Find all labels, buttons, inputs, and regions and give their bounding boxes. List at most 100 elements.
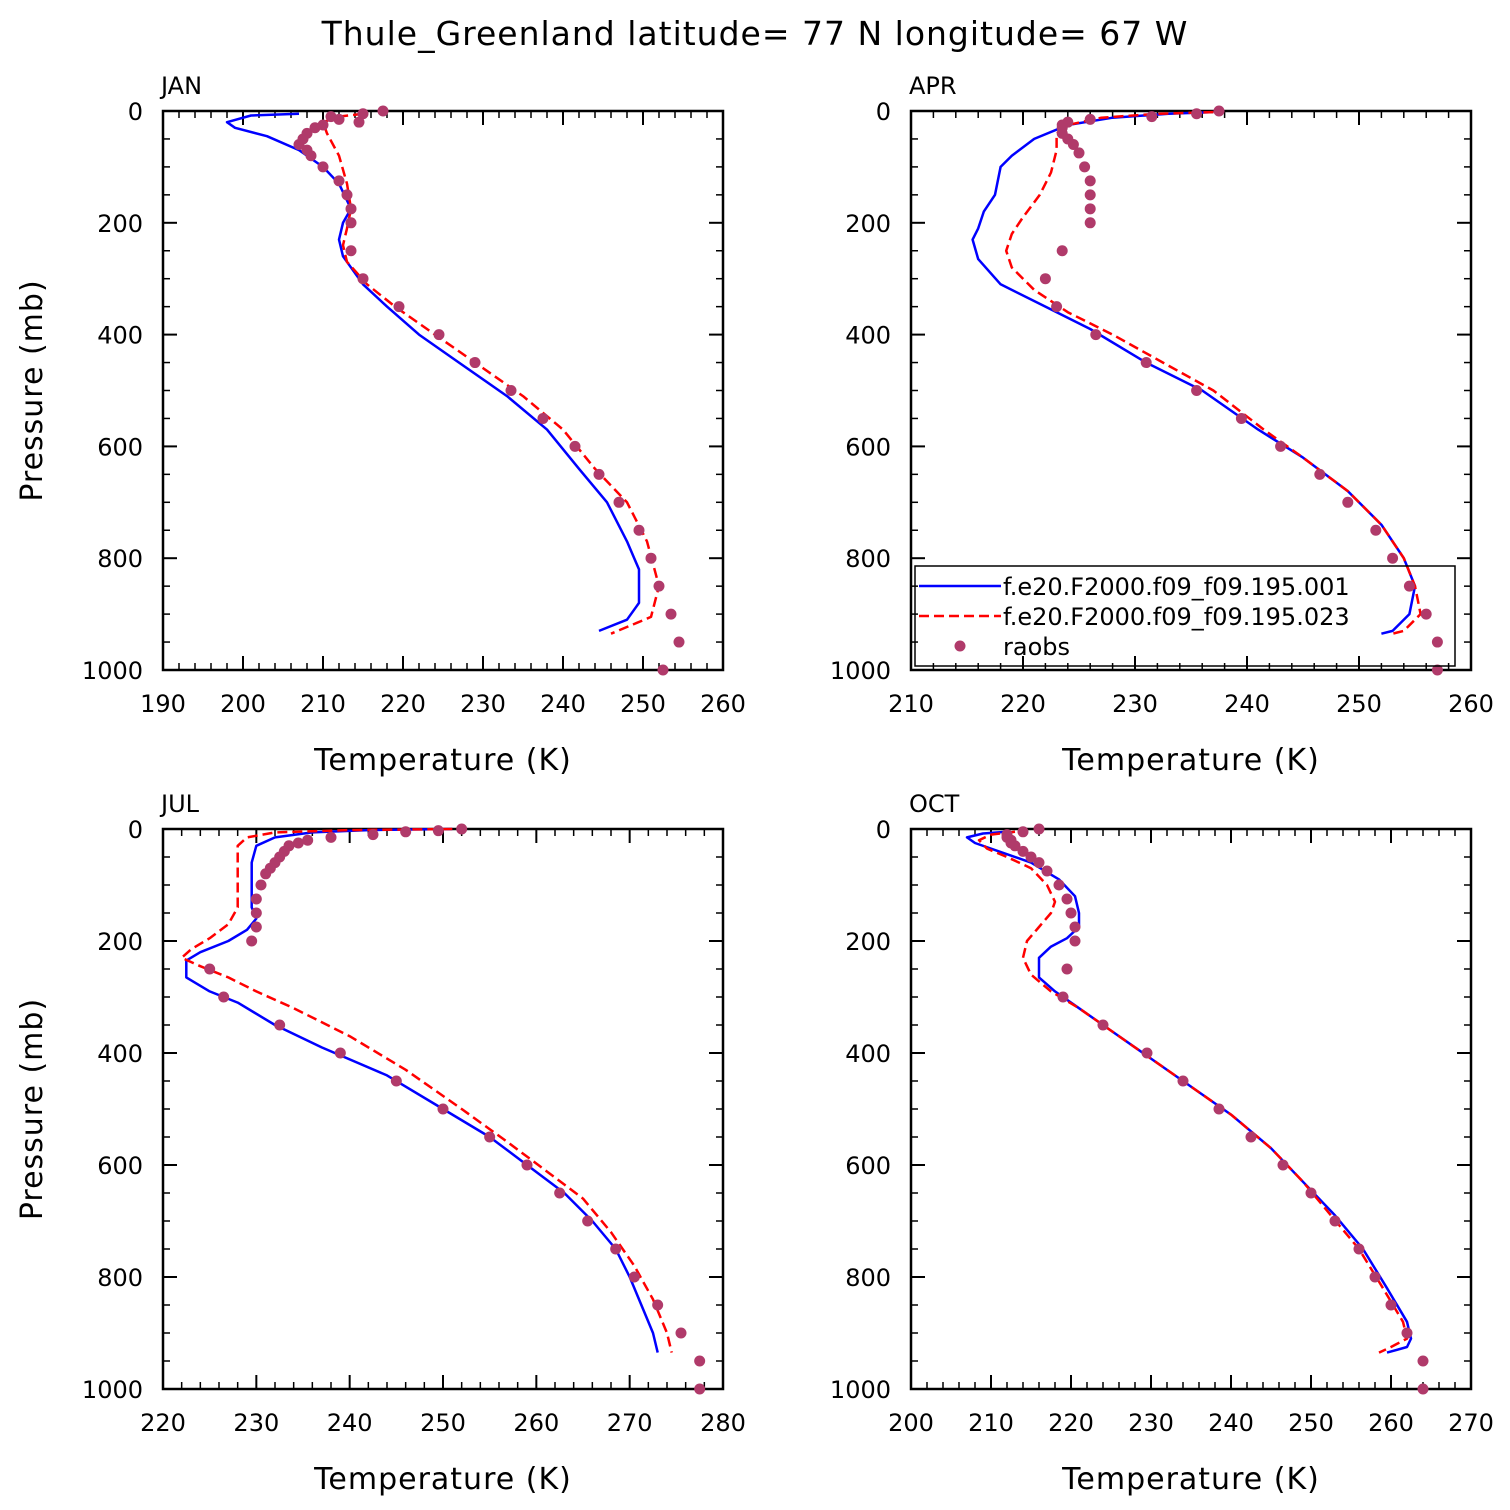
raobs-point bbox=[1084, 175, 1096, 187]
x-axis-label: Temperature (K) bbox=[1061, 743, 1320, 778]
y-tick-label: 1000 bbox=[82, 1376, 143, 1404]
raobs-point bbox=[260, 868, 272, 880]
raobs-point bbox=[593, 468, 605, 480]
panel-title: APR bbox=[909, 72, 957, 100]
raobs-point bbox=[694, 1383, 706, 1395]
y-tick-label: 0 bbox=[128, 816, 143, 844]
raobs-point bbox=[325, 831, 337, 843]
raobs-point bbox=[1090, 329, 1102, 341]
panels: JAN 190 200 210 220 230 240 250 260 0 200 400 600 800… bbox=[15, 72, 1494, 1497]
x-tick-label: 220 bbox=[380, 690, 426, 718]
raobs-point bbox=[1385, 1299, 1397, 1311]
y-tick-label: 800 bbox=[845, 545, 891, 573]
raobs-point bbox=[341, 189, 353, 201]
x-tick-label: 260 bbox=[1368, 1409, 1414, 1437]
x-tick-label: 230 bbox=[1112, 690, 1158, 718]
x-tick-label: 240 bbox=[1208, 1409, 1254, 1437]
raobs-point bbox=[1140, 357, 1152, 369]
panel-apr: APR 210 220 230 240 250 260 0 200 400 600 800 1000 Te… bbox=[830, 72, 1494, 778]
x-tick-label: 230 bbox=[233, 1409, 279, 1437]
raobs-point bbox=[433, 329, 445, 341]
raobs-point bbox=[521, 1159, 533, 1171]
raobs-point bbox=[652, 1299, 664, 1311]
raobs-point bbox=[1235, 412, 1247, 424]
x-tick-label: 230 bbox=[1128, 1409, 1174, 1437]
raobs-point bbox=[1069, 921, 1081, 933]
raobs-point bbox=[1057, 991, 1069, 1003]
raobs-point bbox=[1213, 105, 1225, 117]
x-tick-label: 240 bbox=[540, 690, 586, 718]
raobs-point bbox=[456, 823, 468, 835]
raobs-point bbox=[1079, 161, 1091, 173]
raobs-point bbox=[1061, 963, 1073, 975]
raobs-point bbox=[1056, 245, 1068, 257]
raobs-point bbox=[1314, 468, 1326, 480]
raobs-point bbox=[1041, 865, 1053, 877]
raobs-point bbox=[1033, 857, 1045, 869]
x-tick-label: 260 bbox=[1448, 690, 1494, 718]
raobs-point bbox=[345, 245, 357, 257]
legend-label: f.e20.F2000.f09_f09.195.023 bbox=[1003, 603, 1350, 631]
x-tick-label: 250 bbox=[1288, 1409, 1334, 1437]
raobs-point bbox=[1084, 203, 1096, 215]
y-tick-label: 200 bbox=[845, 210, 891, 238]
raobs-point bbox=[400, 826, 412, 838]
y-tick-label: 400 bbox=[845, 1040, 891, 1068]
x-tick-label: 210 bbox=[888, 690, 934, 718]
y-tick-label: 400 bbox=[97, 322, 143, 350]
y-tick-label: 1000 bbox=[830, 1376, 891, 1404]
raobs-point bbox=[1275, 440, 1287, 452]
y-tick-label: 200 bbox=[97, 210, 143, 238]
x-axis-label: Temperature (K) bbox=[1061, 1462, 1320, 1497]
raobs-point bbox=[1017, 826, 1029, 838]
raobs-point bbox=[432, 825, 444, 837]
x-tick-label: 230 bbox=[460, 690, 506, 718]
raobs-point bbox=[1141, 1047, 1153, 1059]
raobs-point bbox=[469, 357, 481, 369]
raobs-point bbox=[309, 122, 321, 134]
raobs-point bbox=[1369, 1271, 1381, 1283]
raobs-point bbox=[204, 963, 216, 975]
raobs-point bbox=[1431, 636, 1443, 648]
panel-title: OCT bbox=[909, 790, 960, 818]
raobs-point bbox=[665, 608, 677, 620]
legend-label: f.e20.F2000.f09_f09.195.001 bbox=[1003, 573, 1350, 601]
panel-title: JUL bbox=[159, 790, 200, 818]
raobs-point bbox=[1073, 147, 1085, 159]
raobs-point bbox=[334, 1047, 346, 1059]
raobs-point bbox=[613, 496, 625, 508]
raobs-point bbox=[357, 273, 369, 285]
raobs-point bbox=[1387, 552, 1399, 564]
x-tick-label: 200 bbox=[220, 690, 266, 718]
y-tick-label: 200 bbox=[97, 928, 143, 956]
raobs-point bbox=[1403, 580, 1415, 592]
x-axis-label: Temperature (K) bbox=[313, 743, 572, 778]
raobs-point bbox=[1097, 1019, 1109, 1031]
raobs-point bbox=[1039, 273, 1051, 285]
raobs-point bbox=[653, 580, 665, 592]
x-tick-label: 200 bbox=[888, 1409, 934, 1437]
raobs-point bbox=[1146, 111, 1158, 123]
raobs-point bbox=[1069, 935, 1081, 947]
figure-title: Thule_Greenland latitude= 77 N longitude… bbox=[321, 14, 1189, 53]
raobs-point bbox=[1084, 113, 1096, 125]
raobs-point bbox=[633, 524, 645, 536]
y-tick-label: 200 bbox=[845, 928, 891, 956]
x-tick-label: 220 bbox=[140, 1409, 186, 1437]
raobs-point bbox=[569, 440, 581, 452]
y-tick-label: 0 bbox=[876, 816, 891, 844]
raobs-point bbox=[1213, 1103, 1225, 1115]
legend-marker bbox=[954, 640, 966, 652]
raobs-point bbox=[1053, 879, 1065, 891]
raobs-point bbox=[554, 1187, 566, 1199]
raobs-point bbox=[537, 412, 549, 424]
raobs-point bbox=[1177, 1075, 1189, 1087]
raobs-point bbox=[1033, 823, 1045, 835]
raobs-point bbox=[250, 893, 262, 905]
x-tick-label: 210 bbox=[300, 690, 346, 718]
raobs-point bbox=[1417, 1383, 1429, 1395]
y-tick-label: 0 bbox=[128, 98, 143, 126]
raobs-point bbox=[694, 1355, 706, 1367]
raobs-point bbox=[505, 385, 517, 396]
x-tick-label: 250 bbox=[420, 1409, 466, 1437]
